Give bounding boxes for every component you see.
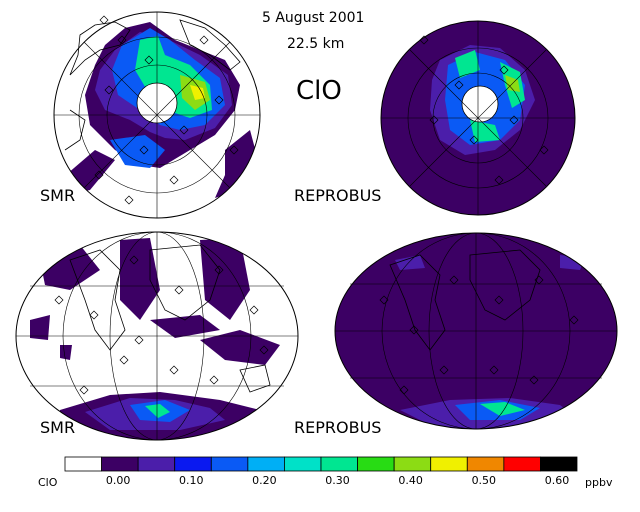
colorbar-swatch [284, 456, 322, 472]
colorbar-tick-label: 0.00 [105, 474, 131, 487]
colorbar-tick-label: 0.10 [179, 474, 204, 487]
map-altitude: 22.5 km [287, 36, 345, 52]
colorbar-swatch [503, 456, 541, 472]
colorbar-name: ClO [38, 476, 58, 489]
colorbar-swatch [247, 456, 285, 472]
colorbar-tick-label: 0.20 [252, 474, 277, 487]
colorbar [64, 456, 578, 472]
colorbar-swatch [64, 456, 102, 472]
colorbar-swatch [137, 456, 176, 472]
colorbar-tick-label: 0.40 [398, 474, 423, 487]
colorbar-tick-label: 0.30 [325, 474, 350, 487]
colorbar-tick-label: 0.60 [544, 474, 570, 487]
colorbar-swatch [320, 456, 358, 472]
colorbar-swatch [466, 456, 505, 472]
smr-global-label: SMR [40, 418, 76, 437]
map-date: 5 August 2001 [262, 10, 365, 26]
reprobus-global-label: REPROBUS [294, 418, 382, 437]
colorbar-swatch [101, 456, 139, 472]
colorbar-swatch [393, 456, 432, 472]
colorbar-swatch [210, 456, 249, 472]
colorbar-swatch [357, 456, 395, 472]
colorbar-swatch [540, 456, 578, 472]
colorbar-tick-label: 0.50 [471, 474, 497, 487]
colorbar-unit: ppbv [585, 476, 613, 489]
smr-polar-label: SMR [40, 186, 76, 205]
species-title: ClO [296, 76, 342, 106]
colorbar-swatch [174, 456, 212, 472]
reprobus-polar-label: REPROBUS [294, 186, 382, 205]
colorbar-swatch [430, 456, 468, 472]
